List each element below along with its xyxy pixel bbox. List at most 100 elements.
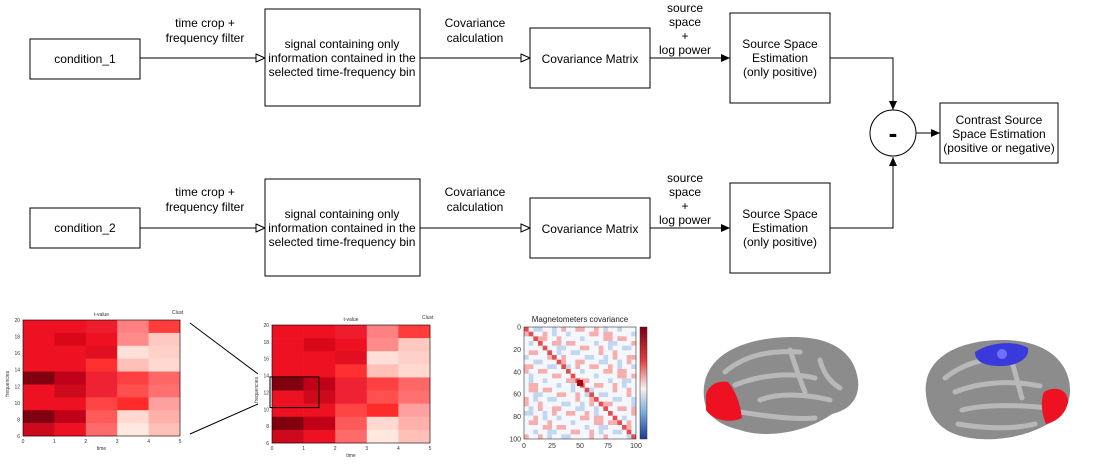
- cov-cell: [561, 392, 566, 397]
- cov-cell: [575, 350, 580, 355]
- tf1-ytick: 8: [17, 417, 20, 423]
- cov-cell: [622, 415, 627, 421]
- tf-cell: [148, 371, 181, 385]
- cov-cell: [631, 406, 636, 411]
- edge-label-cov-calc-2a: Covariance: [445, 185, 506, 199]
- cov-xtick: 0: [522, 443, 526, 450]
- tf2-ytick: 20: [263, 323, 269, 329]
- tf-cell: [117, 358, 149, 372]
- cov-cell: [547, 387, 552, 393]
- cov-cell: [547, 350, 552, 355]
- cov-cell: [566, 369, 571, 374]
- cov-cell: [584, 378, 590, 383]
- cov-cell: [556, 336, 562, 341]
- tf-cell: [335, 338, 368, 352]
- cov-cell: [584, 425, 590, 430]
- cov-cell: [533, 392, 538, 397]
- brain-gyri-1: [722, 347, 843, 421]
- tf-cell: [23, 345, 55, 359]
- condition-2-label: condition_2: [54, 221, 116, 235]
- cov-cell: [631, 364, 636, 369]
- cov-cell: [622, 336, 627, 341]
- tf2-xtick: 5: [429, 446, 432, 452]
- tf-cell: [85, 423, 118, 437]
- cov-cell: [528, 387, 534, 393]
- tf-cell: [366, 338, 399, 352]
- cov-cell: [542, 369, 548, 374]
- tf-cell: [366, 416, 399, 431]
- cov-cell: [603, 406, 608, 411]
- condition-1-box: [29, 38, 141, 80]
- cov-cell: [524, 369, 529, 374]
- brain-activation-blue-core: [997, 349, 1007, 359]
- source-est-label-2a: Source Space: [742, 207, 818, 221]
- cov-cell: [580, 401, 585, 407]
- cov-cell: [570, 373, 576, 379]
- cov-ytick: 60: [513, 392, 521, 399]
- cov-cell: [589, 331, 594, 337]
- cov-cell: [542, 411, 548, 416]
- tf-cell: [54, 358, 87, 372]
- cov-cell: [552, 327, 557, 332]
- cov-cell: [589, 401, 594, 407]
- cov-cell: [561, 355, 566, 360]
- cov-cell: [580, 415, 585, 421]
- cov-cell: [598, 429, 604, 435]
- edge-label-source-1d: log power: [659, 43, 711, 57]
- cov-cell: [552, 341, 557, 346]
- cov-cell: [598, 415, 604, 421]
- tf-cell: [303, 364, 336, 378]
- tf2-title: t-value: [343, 317, 358, 323]
- cov-cell: [538, 359, 543, 365]
- cov-cell: [556, 406, 562, 411]
- tf2-ytick: 14: [263, 374, 269, 380]
- edge-label-source-1c: +: [681, 29, 688, 43]
- cov-cell: [622, 378, 627, 383]
- cov-cell: [561, 401, 566, 407]
- cov-cell: [603, 369, 608, 374]
- tf-cell: [398, 403, 431, 418]
- tf-cell: [398, 351, 431, 365]
- cov-cell: [561, 345, 566, 351]
- cov-cell: [566, 411, 571, 416]
- cov-cell: [556, 359, 562, 365]
- cov-cell: [542, 378, 548, 383]
- tf2-ytick: 18: [263, 340, 269, 346]
- edge-label-source-2a: source: [667, 171, 703, 185]
- cov-cell: [533, 387, 538, 393]
- tf-cell: [85, 371, 118, 385]
- source-est-label-1a: Source Space: [742, 37, 818, 51]
- cov-ytick: 100: [509, 437, 521, 444]
- cov-cell: [538, 327, 543, 332]
- tf-cell: [54, 332, 87, 347]
- cov-matrix-label-2: Covariance Matrix: [542, 222, 639, 236]
- cov-cell: [617, 359, 622, 365]
- cov-cell: [570, 383, 576, 388]
- cov-cell: [598, 425, 604, 430]
- edge-label-source-2d: log power: [659, 213, 711, 227]
- cov-cell: [598, 359, 604, 365]
- tf1-ytick: 6: [17, 434, 20, 440]
- cov-cell: [556, 345, 562, 351]
- cov-cell: [533, 327, 538, 332]
- cov-cell: [622, 345, 627, 351]
- cov-cell: [552, 373, 557, 379]
- cov-cell: [566, 401, 571, 407]
- tf-cell: [117, 423, 149, 437]
- cov-ytick: 80: [513, 414, 521, 421]
- tf-cell: [148, 320, 181, 334]
- tf-cell: [148, 345, 181, 359]
- tf-cell: [398, 325, 431, 339]
- cov-cell: [631, 397, 636, 402]
- tf-cell: [85, 384, 118, 398]
- tf-cell: [23, 423, 55, 437]
- tf-frame: [271, 324, 431, 444]
- tf2-ytick: 10: [263, 407, 269, 413]
- cov-cell: [566, 434, 571, 439]
- brain-activation-red-2: [1041, 388, 1068, 424]
- cov-cell: [556, 341, 562, 346]
- cov-cell: [631, 411, 636, 416]
- cov-cell: [594, 411, 599, 416]
- cov-cell: [608, 345, 613, 351]
- cov-cell: [561, 359, 566, 365]
